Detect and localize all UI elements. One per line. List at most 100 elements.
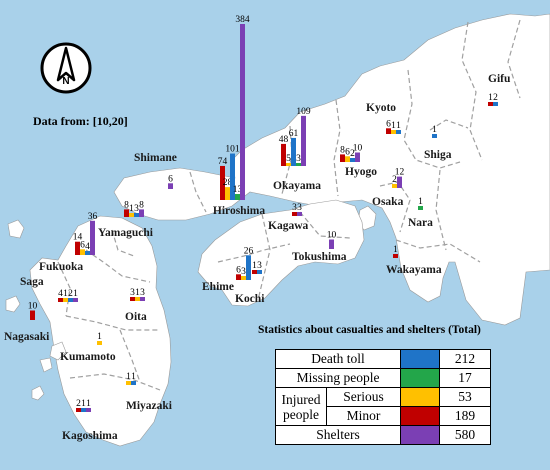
- bar-kyoto-death: [396, 130, 401, 134]
- bar-okayama-missing: [296, 163, 301, 166]
- bar-oita-shelters: [140, 297, 145, 301]
- legend-row-missing: Missing people 17: [275, 368, 491, 388]
- value-hiroshima-death: 101: [225, 145, 240, 155]
- death-toll-label: Death toll: [275, 349, 401, 369]
- bar-kochi-death: [257, 270, 262, 274]
- bar-kagoshima-shelters: [86, 408, 91, 412]
- value-yamaguchi-death: 3: [134, 204, 139, 214]
- value-kagoshima-death: 1: [81, 399, 86, 409]
- value-fukuoka-minor: 14: [73, 233, 83, 243]
- label-hiroshima: Hiroshima: [213, 205, 265, 217]
- value-gifu-death: 2: [493, 93, 498, 103]
- bar-group-shimane: 6: [168, 174, 173, 189]
- bar-ehime-death: [246, 255, 251, 280]
- bar-miyazaki-death: [131, 381, 136, 385]
- value-saga-serious: 1: [63, 289, 68, 299]
- bar-fukuoka-death: [85, 251, 90, 255]
- bar-kumamoto-serious: [97, 341, 102, 345]
- bar-kagoshima-minor: [76, 408, 81, 412]
- bar-yamaguchi-serious: [129, 213, 134, 217]
- label-kyoto: Kyoto: [366, 102, 396, 114]
- label-nagasaki: Nagasaki: [4, 331, 50, 343]
- label-kagoshima: Kagoshima: [62, 430, 118, 442]
- data-source-note: Data from: [10,20]: [33, 114, 128, 128]
- label-shiga: Shiga: [424, 149, 452, 161]
- value-nagasaki-minor: 10: [28, 302, 38, 312]
- bar-yamaguchi-minor: [124, 209, 129, 217]
- bar-yamaguchi-death: [134, 213, 139, 217]
- value-okayama-shelters: 109: [296, 107, 311, 117]
- bar-group-osaka: 212: [392, 168, 405, 188]
- bar-ehime-serious: [241, 276, 246, 280]
- label-yamaguchi: Yamaguchi: [98, 227, 154, 239]
- honshu-land: [113, 13, 550, 326]
- value-tokushima-shelters: 10: [327, 231, 337, 241]
- bar-group-okayama: 48 5 61 3 109: [279, 107, 311, 166]
- value-kagoshima-minor: 2: [76, 399, 81, 409]
- label-kochi: Kochi: [235, 293, 265, 305]
- bar-saga-death: [68, 298, 73, 302]
- bar-ehime-minor: [236, 274, 241, 280]
- value-shiga-death: 1: [432, 125, 437, 135]
- bar-group-fukuoka: 146 4 36: [73, 212, 98, 255]
- island-nagasaki-south: [39, 357, 53, 373]
- value-hyogo-death: 2: [350, 149, 355, 159]
- value-okayama-missing: 3: [296, 154, 301, 164]
- value-oita-minor: 3: [130, 288, 135, 298]
- value-hiroshima-minor: 74: [218, 157, 228, 167]
- value-fukuoka-death: 4: [85, 242, 90, 252]
- value-fukuoka-serious: 6: [80, 240, 85, 250]
- legend-row-minor: Minor 189: [276, 406, 491, 426]
- bar-gifu-minor: [488, 102, 493, 106]
- value-yamaguchi-shelters: 8: [139, 200, 144, 210]
- value-hyogo-minor: 8: [340, 145, 345, 155]
- value-hiroshima-serious: 28: [223, 178, 233, 188]
- bar-okayama-serious: [286, 163, 291, 166]
- bar-shiga-death: [432, 134, 437, 138]
- label-gifu: Gifu: [488, 73, 511, 85]
- missing-label: Missing people: [275, 368, 401, 388]
- bar-group-tokushima: 10: [327, 231, 337, 249]
- bar-tokushima-shelters: [329, 239, 334, 249]
- bar-okayama-death: [291, 137, 296, 166]
- label-wakayama: Wakayama: [386, 264, 442, 276]
- serious-swatch: [400, 387, 440, 407]
- death-toll-value: 212: [439, 349, 491, 369]
- bar-hiroshima-shelters: [240, 24, 245, 200]
- value-kagawa-shelters: 3: [297, 203, 302, 213]
- bar-kagawa-shelters: [297, 212, 302, 216]
- bar-kyoto-serious: [391, 130, 396, 134]
- value-hyogo-shelters: 10: [353, 144, 363, 154]
- bar-oita-serious: [135, 297, 140, 301]
- bar-okayama-minor: [281, 143, 286, 166]
- bar-nagasaki-minor: [30, 310, 35, 320]
- minor-swatch: [400, 406, 440, 426]
- bar-group-nagasaki: 10: [28, 302, 38, 320]
- bar-yamaguchi-shelters: [139, 209, 144, 217]
- injured-group-label: Injured people: [275, 387, 327, 426]
- label-nara: Nara: [408, 217, 433, 229]
- value-saga-death: 2: [68, 289, 73, 299]
- value-miyazaki-death: 1: [131, 372, 136, 382]
- island-northwest: [7, 219, 25, 239]
- value-ehime-serious: 3: [241, 267, 246, 277]
- legend-row-death: Death toll 212: [275, 349, 491, 369]
- value-hyogo-serious: 6: [345, 147, 350, 157]
- minor-label: Minor: [326, 406, 401, 426]
- statistics-title: Statistics about casualties and shelters…: [258, 324, 481, 336]
- bar-kagawa-minor: [292, 212, 297, 216]
- island-koshiki: [31, 385, 45, 401]
- bar-gifu-death: [493, 102, 498, 106]
- serious-value: 53: [439, 387, 491, 407]
- bar-saga-serious: [63, 298, 68, 302]
- shelters-label: Shelters: [275, 425, 401, 445]
- value-ehime-death: 26: [244, 246, 254, 256]
- legend-row-shelters: Shelters 580: [275, 425, 491, 445]
- bar-hyogo-minor: [340, 154, 345, 162]
